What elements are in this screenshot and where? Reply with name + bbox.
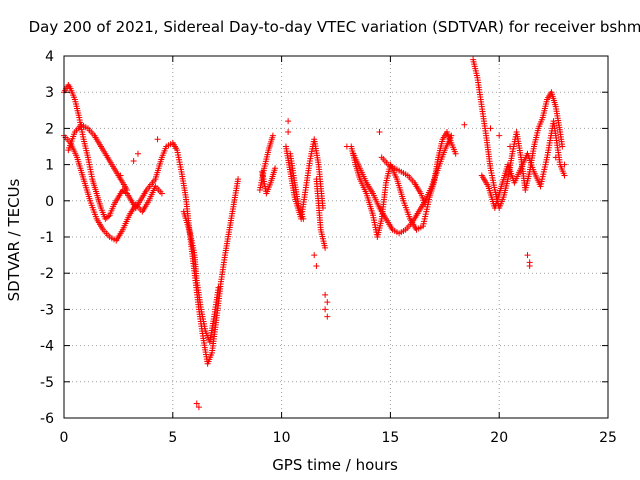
data-point — [285, 129, 292, 136]
data-point — [496, 132, 503, 139]
data-point — [324, 313, 331, 320]
data-point — [322, 291, 329, 298]
data-point — [448, 132, 455, 139]
data-point — [561, 161, 568, 168]
data-point — [124, 186, 131, 193]
y-tick-label: 0 — [45, 194, 54, 210]
data-point — [235, 176, 242, 183]
y-tick-label: -1 — [40, 230, 54, 246]
y-axis-label: SDTVAR / TECUs — [5, 178, 23, 301]
data-point — [105, 213, 112, 220]
data-point — [322, 244, 329, 251]
x-tick-label: 25 — [599, 430, 617, 446]
x-tick-label: 0 — [60, 430, 69, 446]
data-point — [313, 262, 320, 269]
data-point — [134, 150, 141, 157]
data-point — [524, 252, 531, 259]
data-point — [552, 154, 559, 161]
x-axis-label: GPS time / hours — [272, 456, 398, 474]
data-point — [324, 299, 331, 306]
data-point — [452, 150, 459, 157]
data-point — [158, 190, 165, 197]
y-tick-label: 3 — [45, 85, 54, 101]
y-tick-label: -3 — [40, 302, 54, 318]
data-point — [193, 400, 200, 407]
data-point — [285, 118, 292, 125]
data-point — [561, 172, 568, 179]
y-tick-label: -6 — [40, 411, 54, 427]
data-point — [300, 215, 307, 222]
data-point — [311, 252, 318, 259]
data-point — [195, 404, 202, 411]
y-tick-label: -5 — [40, 375, 54, 391]
data-point — [559, 143, 566, 150]
y-tick-label: 4 — [45, 49, 54, 65]
data-point — [343, 143, 350, 150]
data-point — [117, 172, 124, 179]
data-point — [422, 201, 429, 208]
data-point — [154, 136, 161, 143]
x-tick-label: 15 — [381, 430, 399, 446]
x-tick-label: 5 — [168, 430, 177, 446]
data-point — [322, 306, 329, 313]
chart-title: Day 200 of 2021, Sidereal Day-to-day VTE… — [29, 18, 640, 36]
data-point — [507, 143, 514, 150]
y-tick-label: 2 — [45, 121, 54, 137]
data-point — [376, 129, 383, 136]
data-point — [272, 165, 279, 172]
y-tick-label: 1 — [45, 158, 54, 174]
data-point — [487, 125, 494, 132]
x-tick-label: 10 — [273, 430, 291, 446]
grid — [64, 56, 608, 418]
data-point — [461, 121, 468, 128]
y-tick-label: -2 — [40, 266, 54, 282]
x-tick-label: 20 — [490, 430, 508, 446]
data-point — [526, 262, 533, 269]
data-point — [269, 132, 276, 139]
data-points — [61, 56, 568, 411]
y-tick-label: -4 — [40, 339, 54, 355]
axis-ticks: 0 5 10 15 20 25 -6 -5 -4 -3 -2 -1 0 1 2 3 4 — [40, 49, 617, 446]
data-point — [215, 284, 222, 291]
data-point — [130, 157, 137, 164]
